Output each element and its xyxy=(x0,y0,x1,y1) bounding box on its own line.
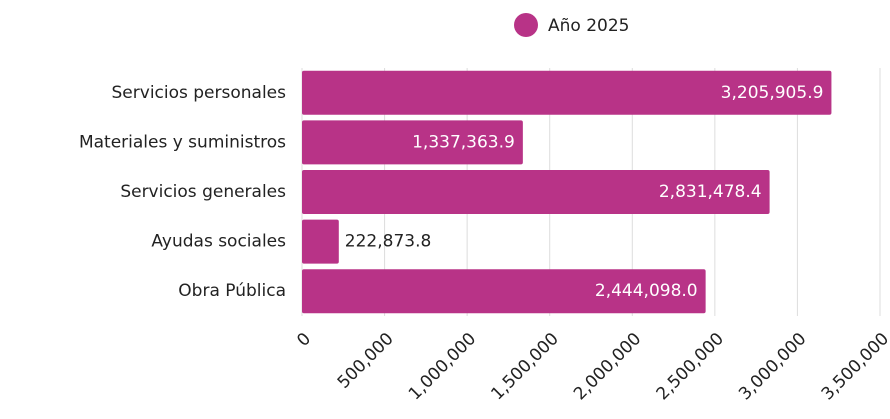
bar xyxy=(302,120,523,165)
value-label: 222,873.8 xyxy=(345,232,432,252)
value-label: 3,205,905.9 xyxy=(721,83,824,103)
y-tick-label: Obra Pública xyxy=(178,281,286,301)
x-tick-label: 500,000 xyxy=(334,329,398,393)
bar xyxy=(302,219,339,264)
x-tick-label: 1,500,000 xyxy=(487,329,562,404)
value-label: 2,831,478.4 xyxy=(659,182,762,202)
y-tick-label: Servicios personales xyxy=(112,83,287,103)
bar xyxy=(302,170,770,214)
y-tick-label: Servicios generales xyxy=(120,182,286,202)
x-tick-label: 3,000,000 xyxy=(735,329,810,404)
legend-label: Año 2025 xyxy=(548,16,629,36)
x-tick-label: 0 xyxy=(293,329,315,351)
bar xyxy=(302,269,706,314)
y-tick-label: Ayudas sociales xyxy=(151,232,286,252)
value-label: 1,337,363.9 xyxy=(412,132,515,152)
bar xyxy=(302,70,832,115)
x-tick-label: 3,500,000 xyxy=(818,329,890,404)
x-tick-label: 1,000,000 xyxy=(405,329,480,404)
y-tick-label: Materiales y suministros xyxy=(79,132,286,152)
x-tick-label: 2,500,000 xyxy=(653,329,728,404)
value-label: 2,444,098.0 xyxy=(595,281,698,301)
x-tick-label: 2,000,000 xyxy=(570,329,645,404)
legend-swatch xyxy=(514,13,538,37)
